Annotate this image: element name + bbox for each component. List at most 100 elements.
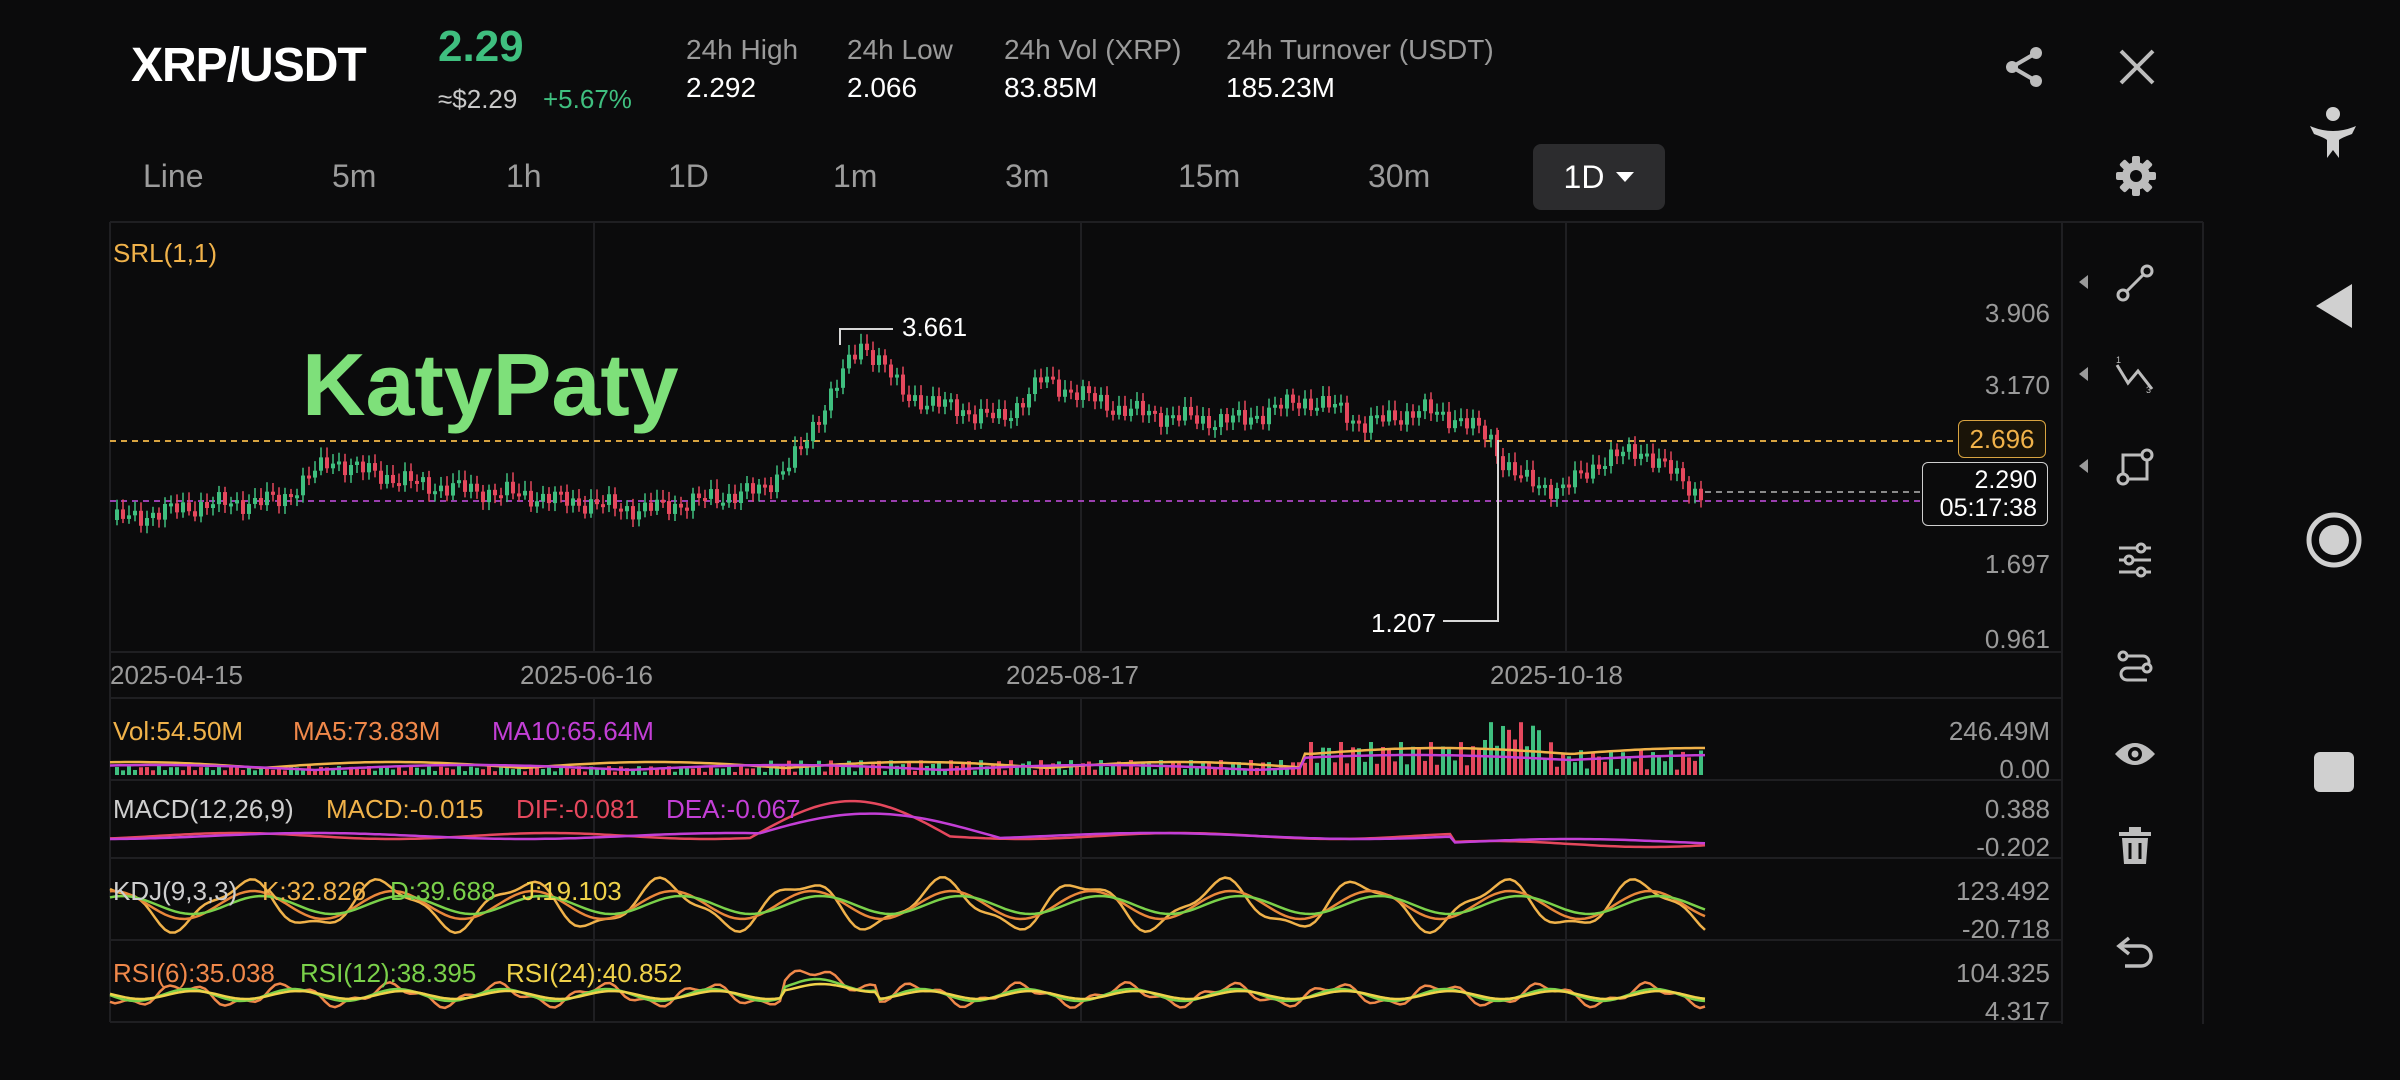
expand-arrow-icon[interactable]: [2079, 459, 2088, 473]
volume-bar: [547, 766, 551, 775]
candle-body: [499, 495, 503, 499]
trend-line-icon[interactable]: [2105, 253, 2165, 313]
volume-bar: [193, 770, 197, 775]
vol-ma10-label: MA10:65.64M: [492, 716, 654, 746]
share-icon[interactable]: [2002, 44, 2048, 90]
expand-arrow-icon[interactable]: [2079, 367, 2088, 381]
candle-body: [1591, 464, 1595, 479]
shape-icon[interactable]: [2105, 437, 2165, 497]
candle-body: [673, 503, 677, 514]
kdj-d-line: [109, 894, 1706, 916]
candle-body: [787, 467, 791, 472]
chevron-down-icon: [1616, 172, 1635, 182]
volume-bar: [1411, 746, 1415, 775]
candle-body: [769, 485, 773, 493]
trash-icon[interactable]: [2105, 816, 2165, 876]
tab-30m[interactable]: 30m: [1368, 158, 1431, 194]
candle-body: [781, 471, 785, 475]
volume-bar: [451, 769, 455, 775]
undo-icon[interactable]: [2105, 922, 2165, 982]
candle-body: [583, 505, 587, 514]
candle-body: [937, 396, 941, 407]
tab-5m[interactable]: 5m: [332, 158, 377, 194]
candle-body: [469, 483, 473, 492]
tab-line[interactable]: Line: [143, 158, 204, 194]
volume-bar: [343, 770, 347, 775]
volume-bar: [1651, 752, 1655, 775]
volume-bar: [601, 768, 605, 775]
volume-bar: [1255, 767, 1259, 775]
volume-bar: [1375, 763, 1379, 775]
candle-body: [433, 491, 437, 495]
volume-bar: [1399, 742, 1403, 775]
candle-body: [1657, 458, 1661, 468]
srl-indicator-label[interactable]: SRL(1,1): [113, 238, 218, 268]
tab-1m[interactable]: 1m: [833, 158, 878, 194]
recents-icon[interactable]: [2314, 752, 2354, 792]
back-icon[interactable]: [2314, 282, 2354, 330]
timeframe-dropdown[interactable]: 1D: [1533, 144, 1665, 210]
volume-bar: [403, 770, 407, 775]
candle-body: [1195, 415, 1199, 424]
volume-bar: [973, 770, 977, 775]
candle-body: [1123, 405, 1127, 416]
close-icon[interactable]: [2116, 46, 2158, 88]
volume-bar: [271, 769, 275, 775]
volume-bar: [463, 771, 467, 775]
tab-15m[interactable]: 15m: [1178, 158, 1241, 194]
candle-body: [961, 410, 965, 417]
volume-bar: [805, 765, 809, 775]
volume-bar: [457, 766, 461, 775]
candle-body: [211, 504, 215, 509]
gear-icon[interactable]: [2114, 154, 2158, 198]
home-icon[interactable]: [2306, 512, 2362, 568]
candle-body: [1231, 415, 1235, 423]
tab-1h[interactable]: 1h: [506, 158, 542, 194]
candle-body: [1165, 415, 1169, 427]
volume-bar: [1351, 747, 1355, 775]
candle-body: [1603, 466, 1607, 470]
volume-bar: [739, 766, 743, 775]
tab-1d[interactable]: 1D: [668, 158, 709, 194]
indicator-settings-icon[interactable]: [2105, 530, 2165, 590]
volume-bar: [379, 766, 383, 775]
candle-body: [277, 494, 281, 507]
volume-bar: [673, 771, 677, 775]
svg-text:3: 3: [2146, 385, 2151, 395]
volume-bar: [1453, 760, 1457, 775]
candle-body: [637, 511, 641, 520]
accessibility-icon[interactable]: [2308, 106, 2358, 160]
candle-body: [1447, 411, 1451, 429]
volume-bar: [493, 771, 497, 775]
candle-body: [1483, 425, 1487, 440]
vol-label[interactable]: Vol:54.50M: [113, 716, 244, 746]
volume-bar: [1315, 762, 1319, 775]
candle-body: [829, 388, 833, 411]
chain-icon[interactable]: [2105, 632, 2165, 692]
candle-body: [301, 475, 305, 496]
candle-body: [805, 441, 809, 449]
current-price-value: 2.290: [1974, 466, 2037, 494]
volume-bar: [1129, 760, 1133, 775]
candle-body: [325, 457, 329, 469]
volume-bar: [229, 767, 233, 775]
rsi6-value[interactable]: RSI(6):35.038: [113, 958, 275, 988]
candle-body: [1567, 484, 1571, 488]
tab-3m[interactable]: 3m: [1005, 158, 1050, 194]
expand-arrow-icon[interactable]: [2079, 275, 2088, 289]
macd-label[interactable]: MACD(12,26,9): [113, 794, 294, 824]
kdj-label[interactable]: KDJ(9,3,3): [113, 876, 238, 906]
volume-bar: [253, 770, 257, 775]
candle-body: [133, 510, 137, 516]
eye-icon[interactable]: [2105, 724, 2165, 784]
candle-body: [1621, 451, 1625, 457]
candle-body: [541, 493, 545, 502]
volume-bar: [1075, 766, 1079, 775]
volume-bar: [169, 767, 173, 775]
candle-body: [1537, 485, 1541, 489]
volume-bar: [475, 767, 479, 775]
candle-body: [247, 503, 251, 514]
macd-dif-value: DIF:-0.081: [516, 794, 639, 824]
